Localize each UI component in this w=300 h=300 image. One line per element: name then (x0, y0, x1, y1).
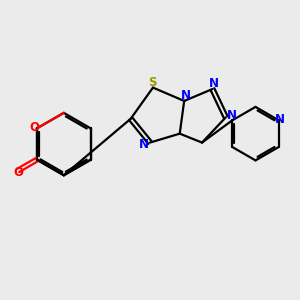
Text: S: S (148, 76, 157, 89)
Text: N: N (227, 109, 237, 122)
Text: N: N (209, 77, 219, 90)
Text: N: N (139, 138, 149, 151)
Text: N: N (275, 113, 285, 126)
Text: N: N (181, 89, 191, 102)
Text: O: O (29, 122, 39, 134)
Text: O: O (14, 166, 24, 179)
